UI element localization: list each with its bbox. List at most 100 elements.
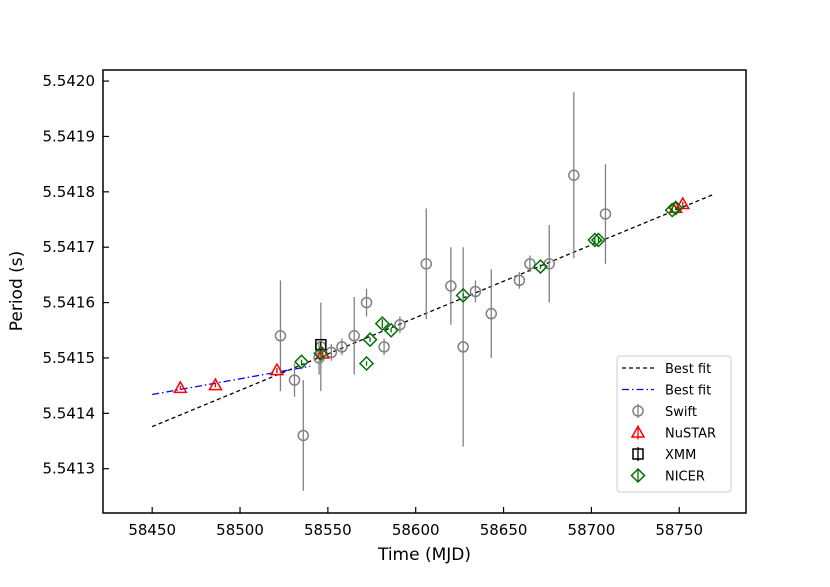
data-point: [274, 280, 287, 392]
square-marker: [315, 338, 327, 351]
diamond-marker: [313, 345, 329, 362]
point-marker: [269, 362, 285, 376]
data-point: [420, 208, 433, 320]
y-tick-label: 5.5419: [43, 127, 96, 145]
diamond-marker: [362, 332, 378, 348]
y-tick-label: 5.5414: [43, 404, 96, 422]
data-point: [208, 377, 223, 391]
series-swift: [274, 92, 612, 491]
triangle-marker: [269, 362, 285, 376]
data-point: [288, 363, 301, 397]
x-tick-label: 58500: [216, 521, 264, 539]
data-point: [269, 362, 285, 376]
point-marker: [457, 341, 469, 353]
data-point: [362, 332, 378, 348]
legend-label: NuSTAR: [665, 427, 716, 442]
data-point: [297, 380, 310, 491]
y-tick-label: 5.5420: [43, 72, 96, 90]
legend-marker: [632, 448, 644, 460]
circle-marker: [445, 280, 457, 292]
legend-label: XMM: [665, 448, 696, 463]
triangle-marker: [675, 196, 691, 210]
point-marker: [358, 355, 375, 372]
fit-lines: [151, 193, 715, 428]
data-point: [358, 355, 375, 372]
legend-label: NICER: [665, 470, 705, 485]
legend-entry: XMM: [632, 447, 696, 463]
point-marker: [362, 332, 378, 348]
circle-marker: [360, 296, 373, 309]
point-marker: [445, 280, 457, 292]
data-point: [445, 247, 457, 325]
point-marker: [274, 330, 287, 342]
x-tick-label: 58750: [655, 521, 703, 539]
data-point: [568, 92, 580, 259]
data-point: [513, 272, 526, 289]
circle-marker: [524, 258, 536, 270]
circle-marker: [457, 341, 469, 353]
diamond-marker: [630, 467, 646, 484]
data-point: [668, 200, 684, 216]
circle-marker: [485, 307, 498, 320]
y-tick-label: 5.5416: [43, 294, 96, 312]
x-tick-label: 58650: [480, 521, 528, 539]
legend-label: Best fit: [665, 384, 711, 399]
point-marker: [668, 200, 684, 216]
point-marker: [378, 341, 390, 353]
circle-marker: [288, 374, 301, 386]
data-point: [374, 316, 390, 332]
y-tick-label: 5.5417: [43, 238, 96, 256]
data-point: [590, 232, 606, 248]
point-marker: [568, 169, 580, 181]
legend-entry: NICER: [630, 467, 705, 485]
point-marker: [360, 296, 373, 309]
circle-marker: [420, 258, 433, 270]
diamond-marker: [455, 287, 471, 303]
data-point: [675, 196, 691, 210]
circle-marker: [568, 169, 580, 181]
best-fit-line-dashed: [151, 193, 715, 428]
data-point: [348, 297, 360, 375]
legend-marker: [630, 424, 646, 438]
circle-marker: [513, 274, 526, 287]
point-marker: [173, 380, 188, 394]
legend: Best fit Best fit Swift NuSTAR XMM NICER: [616, 355, 732, 493]
legend-marker: [630, 467, 646, 484]
data-point: [457, 247, 469, 447]
x-tick-label: 58600: [392, 521, 440, 539]
point-marker: [208, 377, 223, 391]
circle-marker: [469, 285, 482, 298]
y-axis-label: Period (s): [7, 251, 27, 332]
point-marker: [532, 259, 549, 275]
point-marker: [420, 258, 433, 270]
data-point: [587, 232, 603, 248]
data-point: [360, 288, 373, 317]
triangle-marker: [630, 424, 646, 438]
point-marker: [383, 322, 399, 338]
data-point: [599, 164, 612, 264]
point-marker: [297, 429, 310, 442]
best-fit-line-dashdot: [152, 365, 311, 396]
data-point: [378, 338, 390, 356]
data-point: [524, 255, 536, 273]
legend-entry: Best fit: [622, 384, 711, 399]
series-nicer: [293, 200, 684, 372]
x-tick-label: 58550: [304, 521, 352, 539]
point-marker: [394, 318, 406, 331]
point-marker: [675, 196, 691, 210]
circle-marker: [297, 429, 310, 442]
circle-marker: [378, 341, 390, 353]
legend-entry: Best fit: [622, 362, 711, 377]
point-marker: [590, 232, 606, 248]
triangle-marker: [208, 377, 223, 391]
point-marker: [513, 274, 526, 287]
data-point: [173, 380, 188, 394]
circle-marker: [394, 318, 406, 331]
data-point: [394, 316, 406, 334]
circle-marker: [348, 330, 360, 342]
point-marker: [313, 345, 329, 362]
point-marker: [293, 354, 310, 370]
point-marker: [524, 258, 536, 270]
legend-label: Best fit: [665, 362, 711, 377]
